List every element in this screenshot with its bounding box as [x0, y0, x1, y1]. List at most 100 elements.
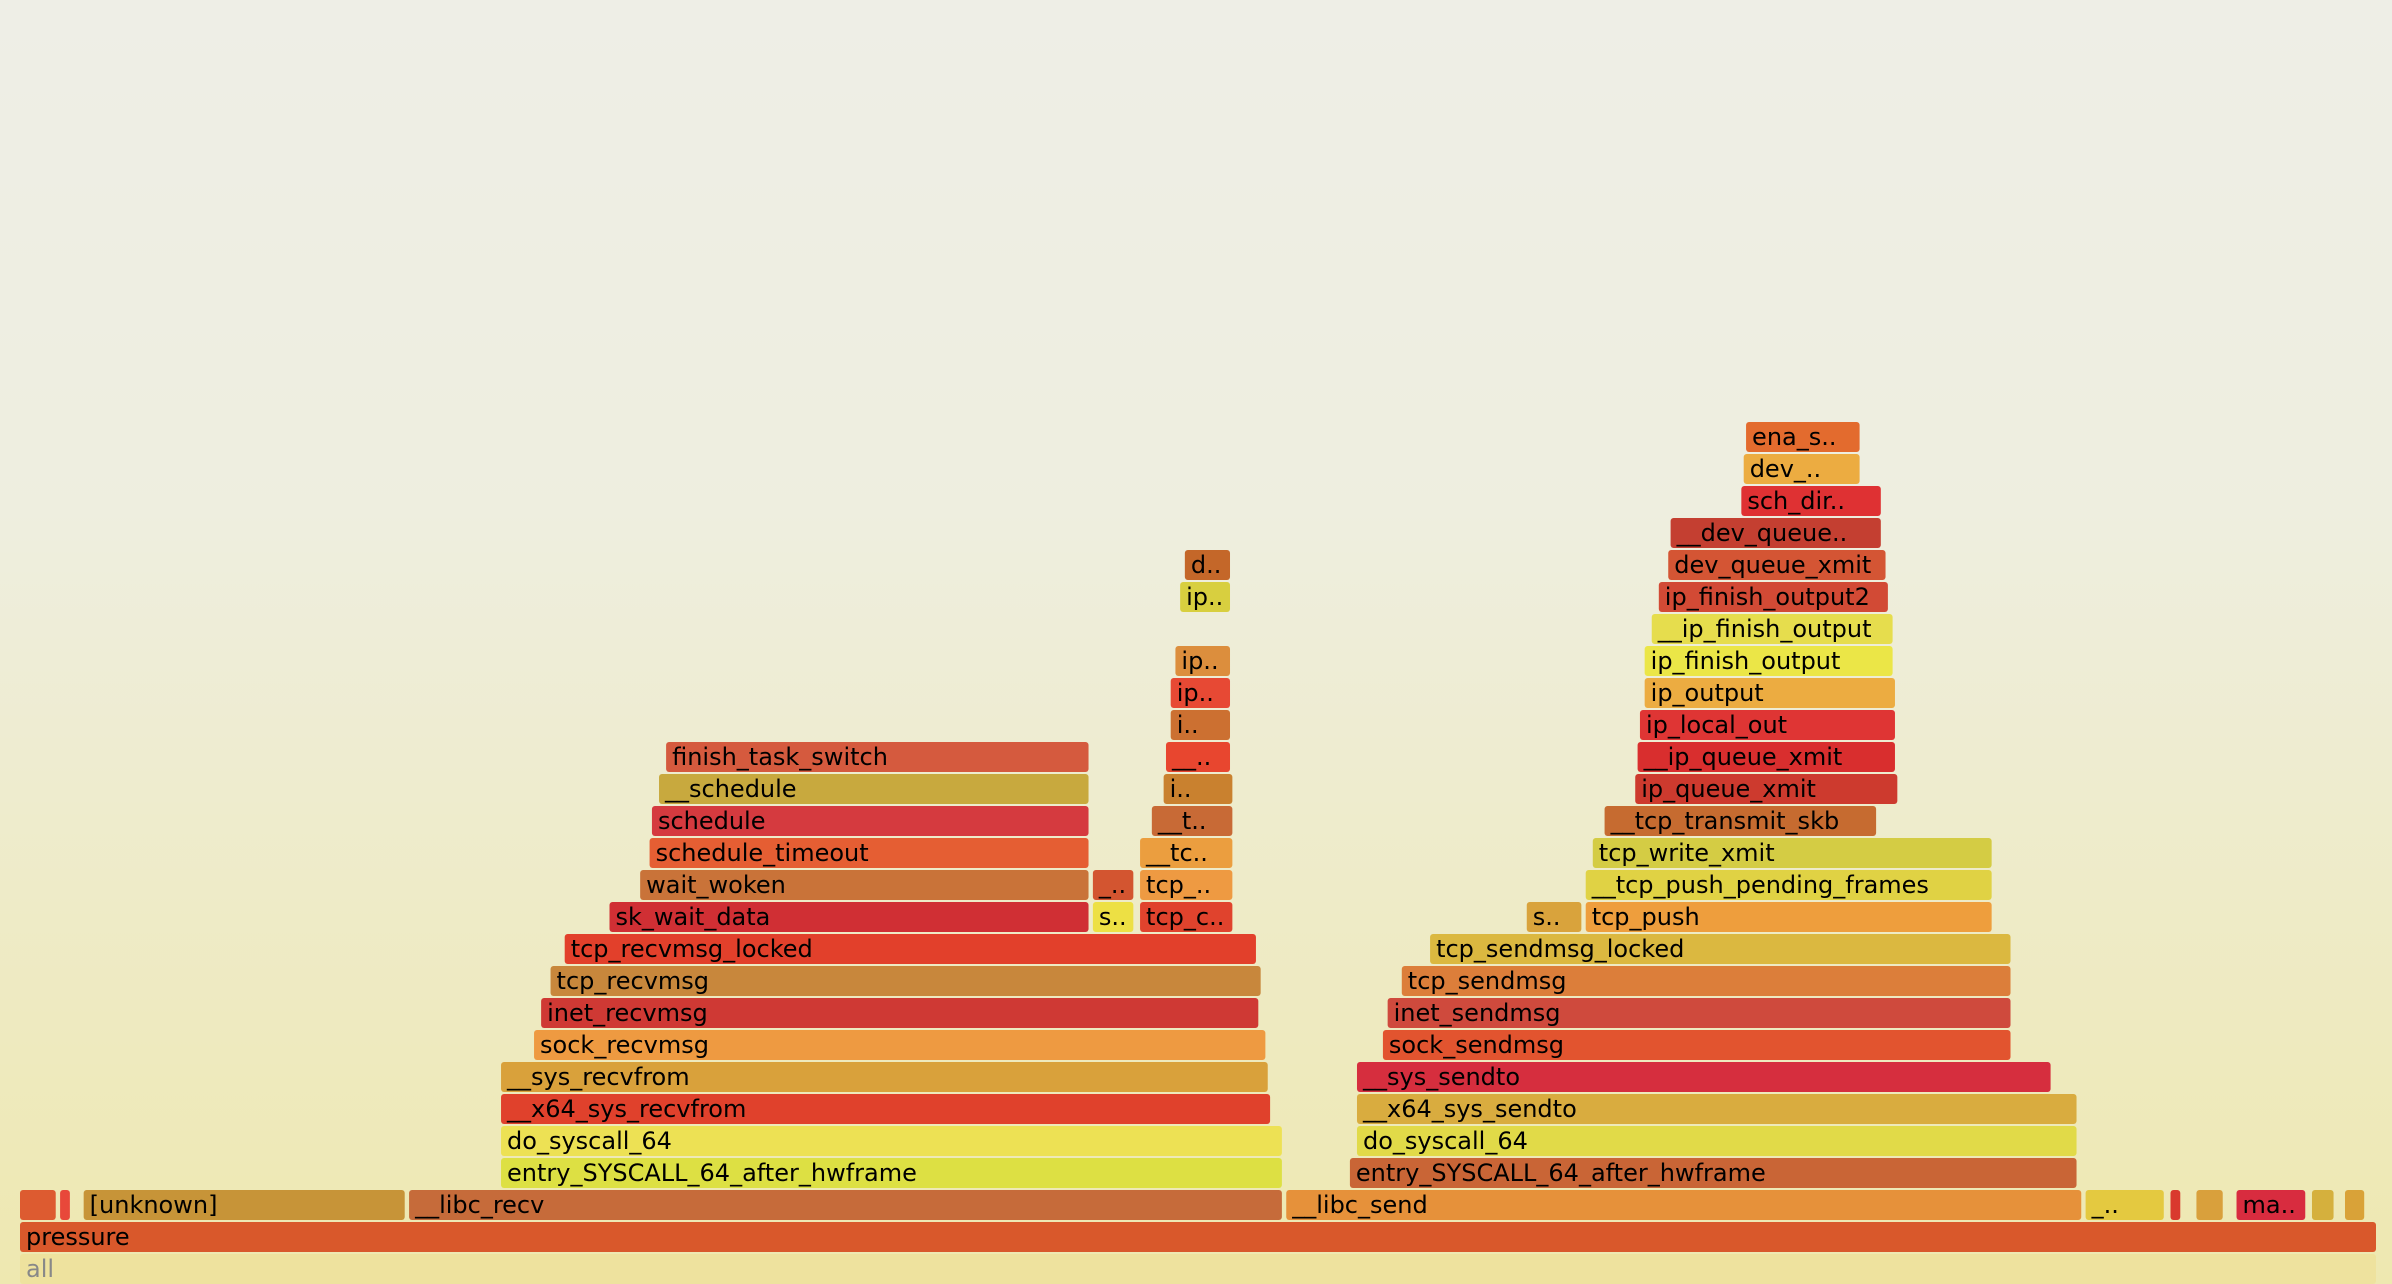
frame[interactable]: tcp_c..	[1140, 902, 1233, 932]
frame[interactable]	[60, 1190, 70, 1220]
frame[interactable]: __ip_finish_output	[1651, 614, 1893, 644]
frame-bar[interactable]	[1286, 1190, 2082, 1220]
frame[interactable]: __sys_sendto	[1356, 1062, 2051, 1092]
frame-bar[interactable]	[20, 1190, 56, 1220]
frame[interactable]: do_syscall_64	[1356, 1126, 2077, 1156]
frame[interactable]	[2170, 1190, 2181, 1220]
frame-bar[interactable]	[1651, 614, 1893, 644]
frame-bar[interactable]	[20, 1254, 2376, 1284]
frame-bar[interactable]	[1430, 934, 2011, 964]
frame-bar[interactable]	[1658, 582, 1888, 612]
frame[interactable]: finish_task_switch	[666, 742, 1089, 772]
frame[interactable]: tcp_push	[1585, 902, 1992, 932]
frame[interactable]: schedule	[651, 806, 1089, 836]
frame-bar[interactable]	[2170, 1190, 2181, 1220]
frame-bar[interactable]	[409, 1190, 1282, 1220]
frame-bar[interactable]	[1356, 1126, 2077, 1156]
frame[interactable]: tcp_sendmsg_locked	[1430, 934, 2011, 964]
frame[interactable]: ip..	[1175, 646, 1231, 676]
frame[interactable]: ip_output	[1644, 678, 1895, 708]
frame-bar[interactable]	[501, 1158, 1282, 1188]
frame-bar[interactable]	[1635, 774, 1898, 804]
frame[interactable]: sch_dir..	[1741, 486, 1881, 516]
frame-bar[interactable]	[1670, 518, 1881, 548]
frame[interactable]: __sys_recvfrom	[501, 1062, 1268, 1092]
frame-bar[interactable]	[1356, 1062, 2051, 1092]
frame-bar[interactable]	[2196, 1190, 2223, 1220]
frame-bar[interactable]	[1637, 742, 1895, 772]
frame[interactable]: sock_sendmsg	[1382, 1030, 2011, 1060]
frame[interactable]: sock_recvmsg	[534, 1030, 1266, 1060]
frame[interactable]: entry_SYSCALL_64_after_hwframe	[501, 1158, 1282, 1188]
frame[interactable]: ena_s..	[1746, 422, 1860, 452]
frame-bar[interactable]	[1668, 550, 1886, 580]
frame[interactable]: i..	[1170, 710, 1231, 740]
frame[interactable]: __tcp_push_pending_frames	[1585, 870, 1992, 900]
frame[interactable]: __dev_queue..	[1670, 518, 1881, 548]
frame[interactable]: s..	[1092, 902, 1134, 932]
frame[interactable]: dev_queue_xmit	[1668, 550, 1886, 580]
frame[interactable]: entry_SYSCALL_64_after_hwframe	[1349, 1158, 2077, 1188]
frame-bar[interactable]	[1180, 582, 1231, 612]
frame-bar[interactable]	[1401, 966, 2011, 996]
frame-bar[interactable]	[1163, 774, 1233, 804]
frame-bar[interactable]	[1604, 806, 1877, 836]
frame-bar[interactable]	[534, 1030, 1266, 1060]
frame[interactable]	[2196, 1190, 2223, 1220]
frame-bar[interactable]	[1170, 678, 1231, 708]
frame[interactable]: __schedule	[659, 774, 1089, 804]
frame-bar[interactable]	[1746, 422, 1860, 452]
frame-bar[interactable]	[1140, 870, 1233, 900]
frame[interactable]: pressure	[20, 1222, 2376, 1252]
frame[interactable]: __libc_recv	[409, 1190, 1282, 1220]
frame[interactable]: ma..	[2236, 1190, 2306, 1220]
frame-bar[interactable]	[1387, 998, 2011, 1028]
frame[interactable]: dev_..	[1743, 454, 1860, 484]
frame[interactable]: sk_wait_data	[609, 902, 1089, 932]
frame[interactable]: __ip_queue_xmit	[1637, 742, 1895, 772]
frame-bar[interactable]	[1165, 742, 1231, 772]
frame-bar[interactable]	[609, 902, 1089, 932]
frame-bar[interactable]	[659, 774, 1089, 804]
frame-bar[interactable]	[1140, 838, 1233, 868]
frame-bar[interactable]	[2344, 1190, 2365, 1220]
frame-bar[interactable]	[501, 1094, 1271, 1124]
frame-bar[interactable]	[1644, 678, 1895, 708]
frame[interactable]: tcp_write_xmit	[1592, 838, 1992, 868]
frame[interactable]: ip_local_out	[1639, 710, 1895, 740]
frame[interactable]	[20, 1190, 56, 1220]
frame[interactable]: ip_queue_xmit	[1635, 774, 1898, 804]
frame-bar[interactable]	[640, 870, 1089, 900]
frame[interactable]: wait_woken	[640, 870, 1089, 900]
frame[interactable]: tcp_recvmsg_locked	[564, 934, 1256, 964]
frame[interactable]: tcp_recvmsg	[550, 966, 1261, 996]
frame-bar[interactable]	[1170, 710, 1231, 740]
frame[interactable]: [unknown]	[83, 1190, 405, 1220]
frame[interactable]: __libc_send	[1286, 1190, 2082, 1220]
frame-bar[interactable]	[1644, 646, 1893, 676]
frame[interactable]: ip_finish_output	[1644, 646, 1893, 676]
frame-bar[interactable]	[1743, 454, 1860, 484]
frame-bar[interactable]	[1151, 806, 1233, 836]
frame[interactable]	[2311, 1190, 2334, 1220]
frame-bar[interactable]	[501, 1062, 1268, 1092]
frame-bar[interactable]	[564, 934, 1256, 964]
frame-bar[interactable]	[541, 998, 1259, 1028]
frame[interactable]: s..	[1526, 902, 1582, 932]
frame[interactable]: __tcp_transmit_skb	[1604, 806, 1877, 836]
frame[interactable]: ip..	[1180, 582, 1231, 612]
frame-bar[interactable]	[1585, 870, 1992, 900]
frame[interactable]: schedule_timeout	[649, 838, 1089, 868]
frame[interactable]: __tc..	[1140, 838, 1233, 868]
frame[interactable]: _..	[2085, 1190, 2164, 1220]
frame[interactable]: i..	[1163, 774, 1233, 804]
frame-bar[interactable]	[1349, 1158, 2077, 1188]
frame[interactable]: __x64_sys_sendto	[1356, 1094, 2077, 1124]
frame-bar[interactable]	[550, 966, 1261, 996]
frame[interactable]: inet_sendmsg	[1387, 998, 2011, 1028]
frame-bar[interactable]	[666, 742, 1089, 772]
frame-bar[interactable]	[1175, 646, 1231, 676]
frame-bar[interactable]	[2311, 1190, 2334, 1220]
frame-bar[interactable]	[1140, 902, 1233, 932]
frame-bar[interactable]	[83, 1190, 405, 1220]
